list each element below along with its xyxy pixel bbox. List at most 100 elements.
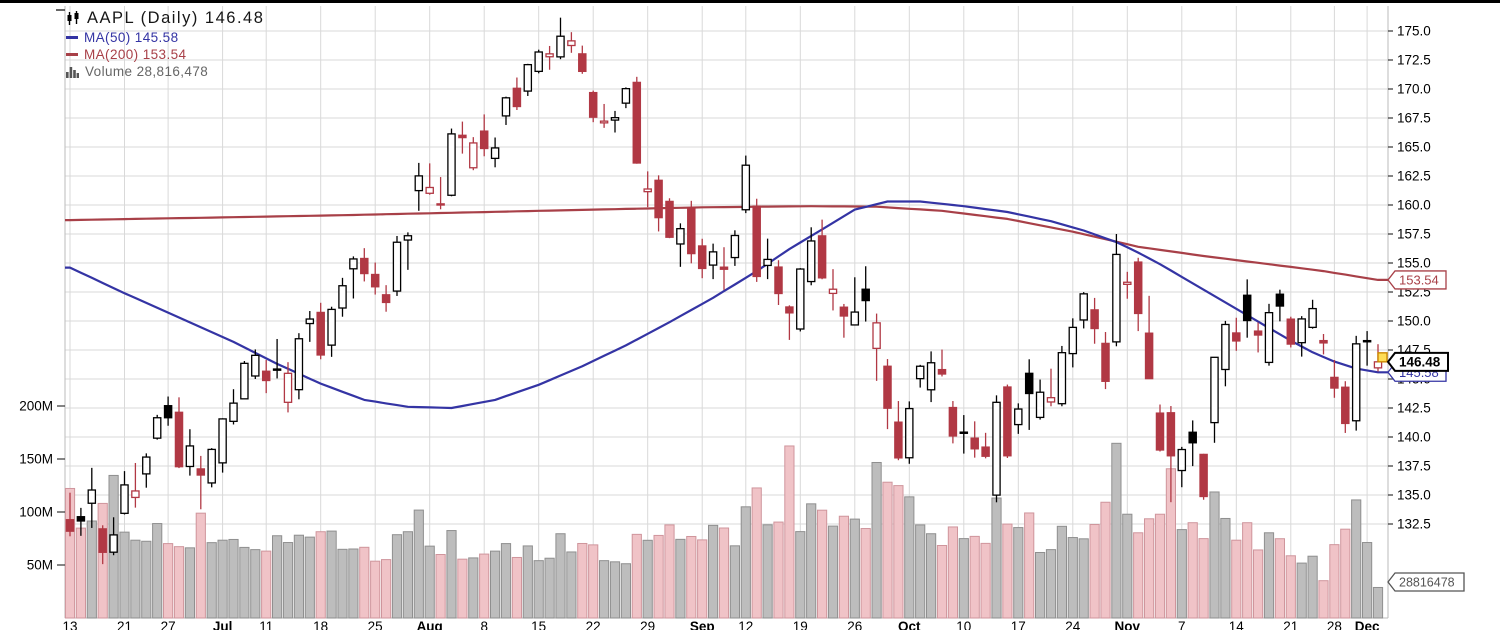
- candle: [272, 338, 282, 379]
- candle: [501, 96, 511, 125]
- volume-bar: [849, 518, 860, 619]
- x-axis-label: 14: [1229, 619, 1245, 630]
- candle: [403, 232, 413, 270]
- volume-bar: [381, 559, 392, 619]
- candle: [992, 395, 1001, 503]
- volume-bar: [1253, 549, 1264, 619]
- price-axis-label: 142.5: [1397, 401, 1431, 416]
- volume-bar: [413, 509, 424, 619]
- volume-bar: [272, 535, 283, 619]
- x-axis-label: 12: [738, 619, 753, 630]
- candle: [1253, 322, 1263, 353]
- volume-bar: [729, 545, 740, 619]
- candle: [588, 90, 598, 123]
- candle: [970, 421, 979, 458]
- volume-bars-icon: [66, 67, 79, 78]
- candle: [599, 103, 609, 128]
- volume-bar: [315, 531, 326, 619]
- candle: [240, 361, 249, 400]
- volume-legend-label: Volume 28,816,478: [85, 64, 209, 79]
- candle: [839, 303, 849, 338]
- volume-bar: [882, 481, 893, 619]
- candle: [251, 349, 260, 379]
- x-axis-label: 8: [480, 619, 488, 630]
- candle: [1155, 404, 1165, 452]
- x-axis-label: Sep: [690, 619, 715, 630]
- volume-bar: [577, 542, 588, 619]
- volume-bar: [457, 558, 468, 619]
- candle: [850, 277, 860, 326]
- candle: [883, 359, 892, 430]
- volume-bar: [697, 539, 708, 619]
- x-axis-label: Oct: [898, 619, 921, 630]
- candle: [163, 396, 173, 426]
- volume-bar: [261, 550, 272, 619]
- volume-bar: [75, 527, 87, 619]
- x-axis-label: Aug: [417, 619, 443, 630]
- candle: [894, 401, 903, 461]
- ma50-legend-label: MA(50) 145.58: [84, 30, 179, 45]
- volume-bar: [1198, 538, 1209, 619]
- volume-bar: [1372, 586, 1384, 619]
- ma50-swatch: [66, 36, 78, 39]
- volume-bar: [740, 506, 751, 619]
- candle: [185, 429, 195, 476]
- candle: [512, 77, 522, 110]
- volume-bar: [348, 548, 359, 619]
- volume-bar: [1067, 537, 1078, 619]
- candle: [1286, 316, 1296, 348]
- candle: [327, 306, 336, 357]
- volume-bar: [1035, 551, 1046, 619]
- candle: [948, 401, 958, 444]
- candle: [1090, 297, 1099, 344]
- volume-bar: [838, 515, 849, 619]
- price-axis-label: 175.0: [1397, 24, 1431, 39]
- volume-bar: [686, 535, 697, 619]
- ma200-row: MA(200) 153.54: [66, 47, 264, 62]
- x-axis-label: Dec: [1355, 619, 1380, 630]
- candle: [861, 266, 870, 322]
- volume-bar: [806, 503, 817, 619]
- candle: [915, 364, 925, 388]
- volume-bar: [1307, 555, 1318, 619]
- volume-bar: [1089, 524, 1100, 619]
- candle: [294, 333, 304, 400]
- volume-bar: [1013, 527, 1024, 619]
- volume-bar: [522, 545, 533, 619]
- volume-bar: [1122, 513, 1133, 619]
- candle: [763, 238, 772, 280]
- volume-bar: [326, 530, 337, 619]
- volume-bar: [1133, 532, 1144, 619]
- volume-bar: [718, 527, 730, 619]
- candle: [305, 311, 315, 342]
- candle: [708, 243, 718, 280]
- volume-bar: [500, 543, 512, 619]
- candle-layer: [65, 17, 1383, 565]
- volume-bar: [173, 546, 185, 619]
- candle: [1308, 299, 1317, 329]
- ma200-tag-label: 153.54: [1399, 272, 1439, 287]
- candle: [981, 432, 990, 459]
- volume-bar: [1274, 538, 1286, 619]
- volume-bar: [304, 536, 315, 619]
- volume-bar: [958, 538, 969, 619]
- candle: [469, 137, 478, 171]
- volume-bar: [250, 549, 261, 619]
- volume-bar: [653, 534, 664, 619]
- chart-legend: AAPL (Daily) 146.48 MA(50) 145.58 MA(200…: [66, 9, 264, 79]
- volume-bar: [152, 523, 163, 619]
- candle: [1112, 234, 1121, 347]
- volume-bar: [163, 543, 174, 619]
- candle: [774, 260, 783, 305]
- candle: [1133, 257, 1143, 332]
- candle: [1046, 368, 1056, 407]
- x-axis-label: 22: [586, 619, 601, 630]
- candle: [578, 45, 587, 74]
- volume-layer: [64, 442, 1384, 619]
- candle: [1242, 279, 1252, 338]
- volume-bar: [642, 539, 653, 619]
- candle: [1297, 316, 1306, 357]
- volume-bar: [980, 542, 991, 619]
